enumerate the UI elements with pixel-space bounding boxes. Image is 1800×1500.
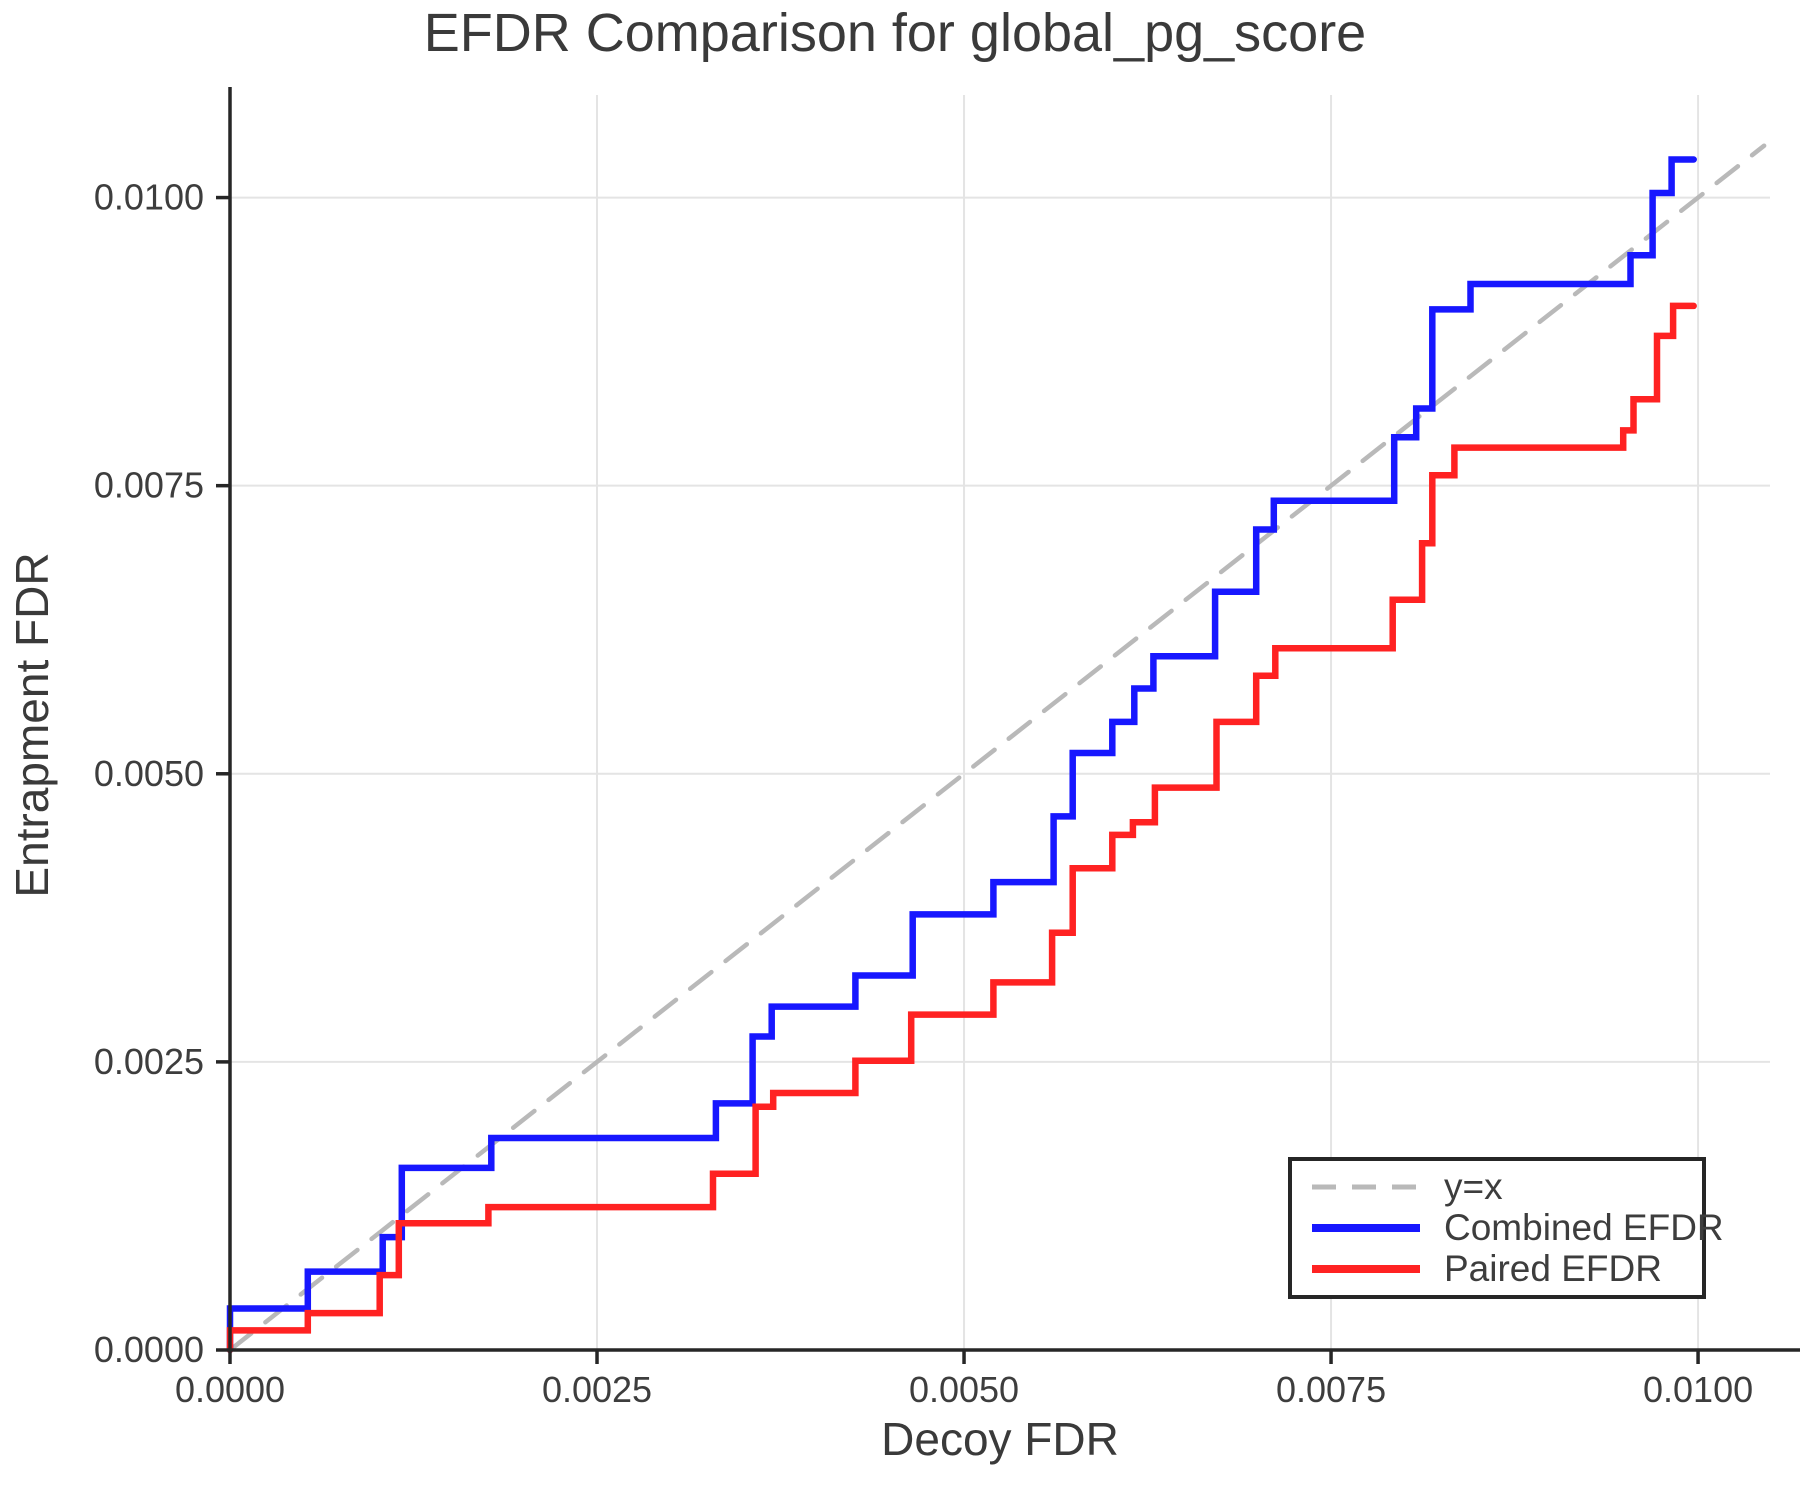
legend: y=x Combined EFDR Paired EFDR <box>1288 1157 1724 1299</box>
tick-labels: 0.0000 0.0025 0.0050 0.0075 0.0100 0.0000 0.00… <box>94 177 1753 1410</box>
x-tick-label: 0.0100 <box>1643 1369 1753 1410</box>
legend-item-combined: Combined EFDR <box>1310 1207 1724 1248</box>
legend-label-paired: Paired EFDR <box>1444 1247 1662 1289</box>
dashed-line-sample <box>1312 1184 1420 1190</box>
blue-line-sample <box>1312 1223 1420 1232</box>
x-tick-label: 0.0075 <box>1276 1369 1386 1410</box>
x-axis-label: Decoy FDR <box>881 1413 1119 1465</box>
y-axis-label: Entrapment FDR <box>6 552 58 898</box>
x-tick-label: 0.0025 <box>542 1369 652 1410</box>
legend-label-combined: Combined EFDR <box>1444 1206 1724 1248</box>
chart-title: EFDR Comparison for global_pg_score <box>423 3 1367 63</box>
x-tick-label: 0.0050 <box>909 1369 1019 1410</box>
y-tick-label: 0.0100 <box>94 177 204 218</box>
paired-efdr-line <box>226 302 1697 1354</box>
y-tick-label: 0.0050 <box>94 753 204 794</box>
legend-item-yx: y=x <box>1310 1166 1702 1208</box>
reference-line-yx <box>227 143 1767 1353</box>
axes <box>216 87 1800 1364</box>
y-tick-label: 0.0025 <box>94 1041 204 1082</box>
x-tick-label: 0.0000 <box>175 1369 285 1410</box>
combined-efdr-line <box>226 156 1697 1354</box>
legend-label-yx: y=x <box>1444 1166 1503 1208</box>
y-tick-label: 0.0075 <box>94 465 204 506</box>
y-tick-label: 0.0000 <box>94 1329 204 1370</box>
series-lines <box>226 156 1697 1354</box>
gridlines <box>230 95 1770 1350</box>
red-line-sample <box>1312 1264 1420 1273</box>
y-equals-x-line <box>227 143 1767 1353</box>
legend-item-paired: Paired EFDR <box>1310 1247 1702 1289</box>
